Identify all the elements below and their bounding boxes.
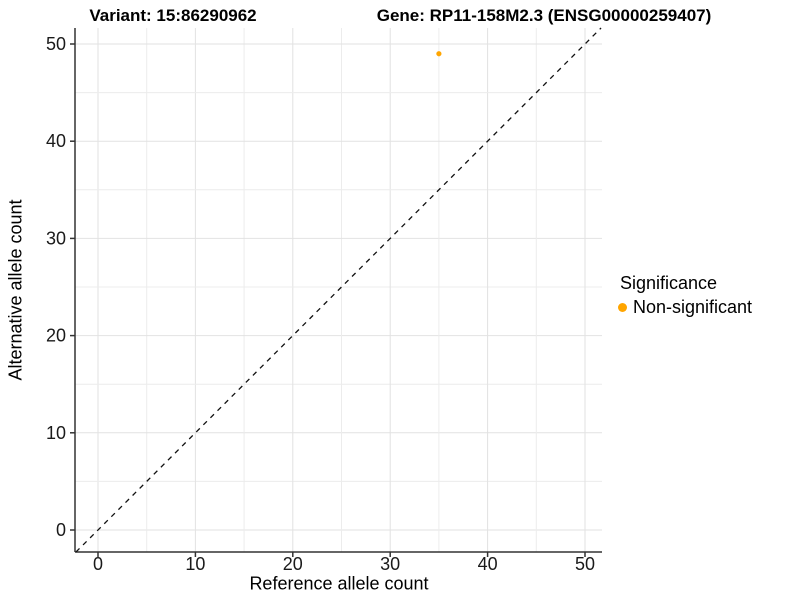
x-axis-label: Reference allele count: [249, 573, 429, 594]
x-tick-label: 50: [575, 554, 595, 574]
gene-title: Gene: RP11-158M2.3 (ENSG00000259407): [376, 6, 712, 25]
y-axis-label: Alternative allele count: [5, 199, 26, 381]
legend-items: Non-significant: [618, 297, 752, 318]
y-tick-label: 20: [46, 326, 66, 346]
legend-item: Non-significant: [618, 297, 752, 318]
y-tick-label: 0: [56, 520, 66, 540]
y-tick-label: 50: [46, 34, 66, 54]
x-tick-label: 30: [380, 554, 400, 574]
x-tick-label: 20: [283, 554, 303, 574]
variant-title: Variant: 15:86290962: [89, 6, 257, 25]
x-tick-label: 10: [185, 554, 205, 574]
y-tick-label: 40: [46, 131, 66, 151]
y-tick-label: 30: [46, 228, 66, 248]
legend-title: Significance: [620, 273, 718, 293]
identity-dashed-line: [75, 27, 602, 553]
legend-label: Non-significant: [633, 297, 753, 317]
x-tick-label: 0: [93, 554, 103, 574]
legend-swatch-dot: [618, 303, 627, 312]
x-tick-label: 40: [478, 554, 498, 574]
y-tick-label: 10: [46, 423, 66, 443]
data-point: [436, 51, 442, 57]
legend: Significance Non-significant: [618, 272, 752, 318]
